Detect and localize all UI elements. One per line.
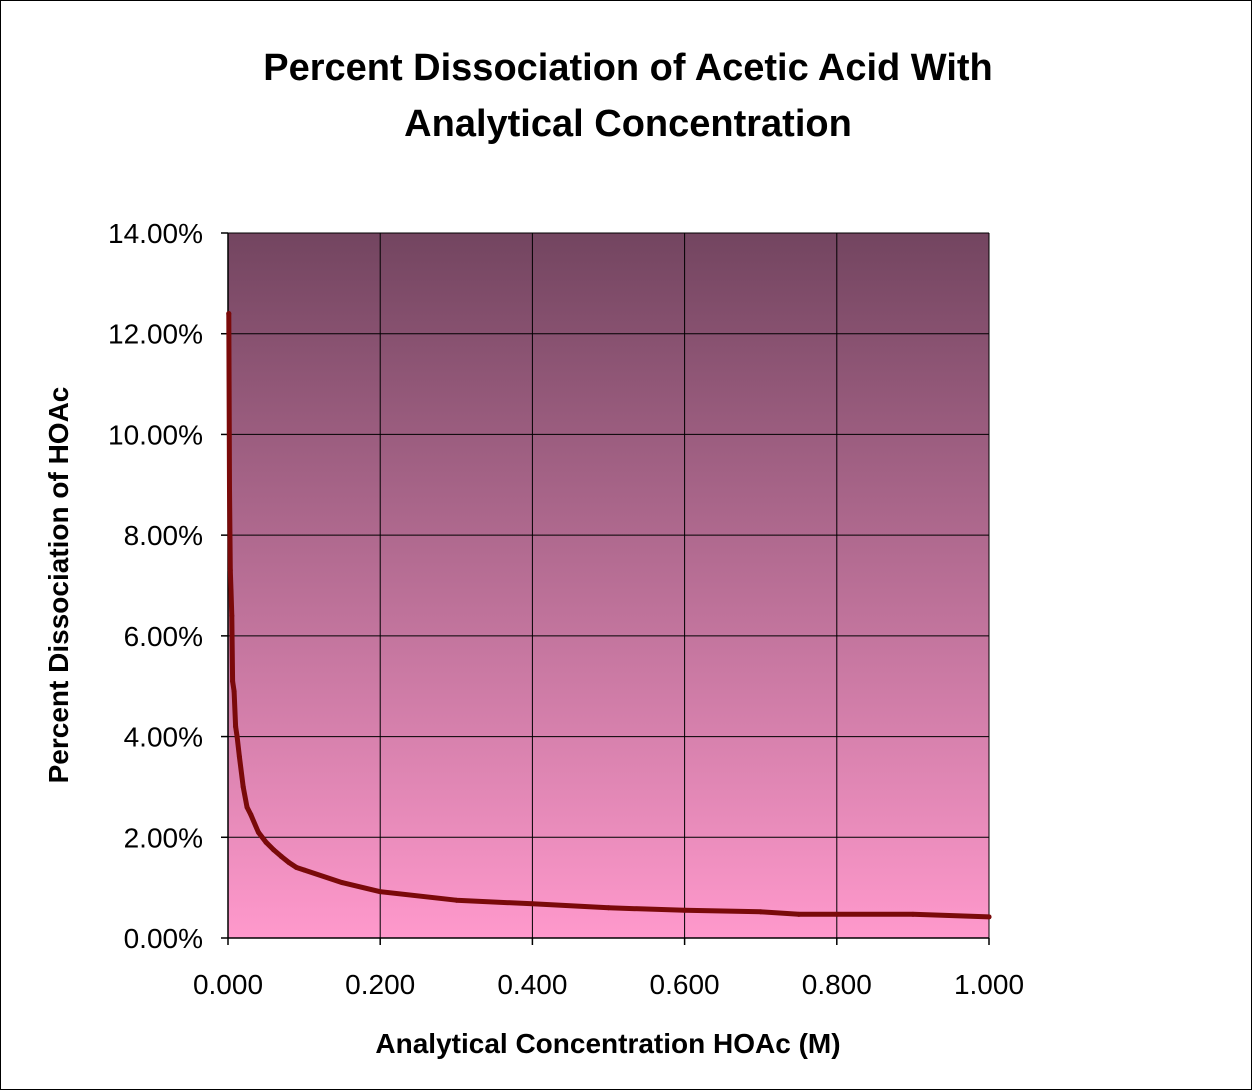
x-axis-title: Analytical Concentration HOAc (M) [375, 1028, 840, 1059]
data-point [234, 734, 240, 740]
y-tick-label: 12.00% [108, 319, 203, 350]
data-point [228, 588, 234, 594]
y-tick-label: 0.00% [124, 923, 203, 954]
data-point [796, 911, 802, 917]
data-point [231, 688, 237, 694]
data-point [255, 829, 261, 835]
y-tick-label: 4.00% [124, 722, 203, 753]
y-tick-label: 6.00% [124, 621, 203, 652]
data-point [248, 812, 254, 818]
data-point [233, 724, 239, 729]
data-point [758, 909, 764, 915]
data-point [227, 567, 233, 573]
data-point [301, 867, 307, 873]
series-points [226, 311, 992, 920]
x-tick-label: 0.800 [802, 969, 872, 1000]
data-point [986, 914, 992, 920]
y-axis-title: Percent Dissociation of HOAc [43, 387, 74, 784]
data-point [834, 911, 840, 917]
data-point [226, 311, 232, 317]
y-tick-label: 10.00% [108, 419, 203, 450]
x-tick-label: 0.200 [345, 969, 415, 1000]
data-point [278, 853, 284, 859]
data-point [453, 897, 459, 903]
data-point [377, 889, 383, 895]
plot-area [228, 233, 989, 938]
x-tick-label: 1.000 [954, 969, 1024, 1000]
data-point [529, 901, 535, 907]
chart-title-line-2: Analytical Concentration [404, 103, 852, 145]
data-point [286, 859, 292, 865]
data-point [236, 754, 242, 760]
data-point [229, 613, 235, 619]
x-tick-label: 0.000 [193, 969, 263, 1000]
data-point [240, 784, 246, 790]
data-point [271, 847, 277, 853]
y-axis-ticks: 0.00% 2.00% 4.00% 6.00% 8.00% 10.00% 12.00% 14.… [108, 218, 228, 954]
y-tick-label: 14.00% [108, 218, 203, 249]
data-point [227, 487, 233, 493]
data-point [230, 678, 236, 684]
x-axis-ticks: 0.000 0.200 0.400 0.600 0.800 1.000 [193, 938, 1024, 1000]
chart-title-line-1: Percent Dissociation of Acetic Acid With [263, 47, 993, 89]
data-point [682, 907, 688, 913]
x-tick-label: 0.600 [650, 969, 720, 1000]
data-point [244, 804, 250, 810]
y-tick-label: 8.00% [124, 520, 203, 551]
data-point [339, 880, 345, 886]
data-point [606, 905, 611, 911]
data-point [293, 865, 299, 870]
data-point [910, 911, 916, 917]
x-tick-label: 0.400 [497, 969, 567, 1000]
data-point [263, 839, 269, 845]
y-tick-label: 2.00% [124, 822, 203, 853]
